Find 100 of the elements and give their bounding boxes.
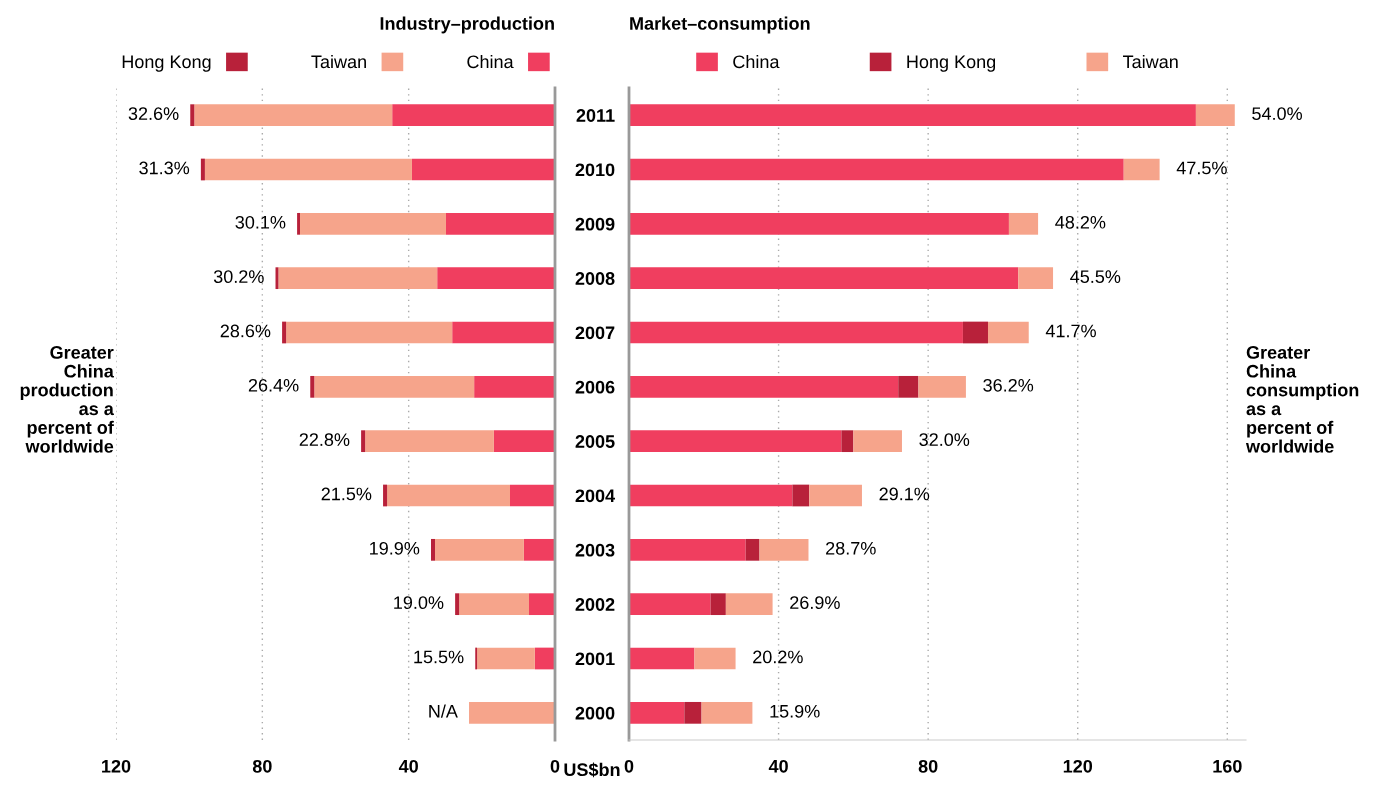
y-tick-label: 2009 [575,217,615,231]
y-tick-label: 2000 [575,706,615,720]
bar [383,484,388,507]
bar [841,430,854,453]
x-tick-label: 0 [624,759,634,773]
legend-label: Hong Kong [907,55,996,72]
bar [853,430,902,453]
bar [469,701,555,724]
text: 19.0% [394,596,444,610]
bar [1008,212,1039,235]
bar [710,593,726,616]
bar [629,267,1019,290]
series-label: China [733,54,780,69]
text: 32.6% [128,107,179,121]
bar [629,158,1124,181]
bar [534,647,555,670]
bar [392,104,555,127]
bar [629,430,842,453]
bar [430,538,436,561]
bar [282,321,287,344]
x-tick-label: 40 [398,759,418,773]
bar [278,267,438,290]
bar [745,538,760,561]
text: 28.7% [826,541,876,555]
bar [523,538,555,561]
text: 22.8% [299,433,350,447]
bar [629,647,695,670]
chart-title: Market–consumption [630,16,810,34]
bar [365,430,494,453]
x-tick-label: 120 [1063,759,1093,773]
bar [445,212,555,235]
bar [1123,158,1160,181]
text: 30.1% [235,215,286,229]
text: 29.1% [879,487,930,501]
text: 36.2% [983,378,1034,392]
x-tick-label: 120 [102,759,131,773]
bar [477,647,535,670]
y-tick-label: 2002 [575,598,615,611]
y-tick-label: 2007 [575,326,615,340]
text: 20.2% [753,650,803,664]
bar [361,430,366,453]
x-tick-label: 80 [252,759,272,773]
x-axis-title: US$bn [564,762,620,778]
bar [435,538,524,561]
bar [452,321,555,344]
text: 54.0% [1252,107,1302,121]
text: 19.9% [370,541,420,555]
bar [629,321,963,344]
y-tick-label: 2006 [575,380,615,394]
chart-title: Industry–production [380,16,554,34]
text: 15.5% [414,650,464,664]
legend-label: Hong Kong [122,55,211,72]
bar [387,484,510,507]
x-tick-label: 40 [768,759,788,773]
bar [437,267,555,290]
bar [684,701,702,724]
y-tick-label: 2008 [575,272,615,285]
bar [694,647,736,670]
y-tick-label: 2005 [575,435,615,448]
bar [629,538,746,561]
text: 26.9% [790,596,840,610]
text: 26.4% [248,378,299,392]
y-tick-label: 2010 [575,163,615,177]
text: 41.7% [1045,324,1096,338]
bar [629,104,1196,127]
text: 30.2% [213,270,264,284]
bar [1195,104,1235,127]
bar [987,321,1029,344]
bar [809,484,862,507]
legend-label: Taiwan [311,54,366,69]
y-tick-label: 2011 [576,109,615,122]
bar [310,375,315,398]
bar [297,212,301,235]
text: 15.9% [770,704,820,718]
bar [1018,267,1054,290]
x-tick-label: 0 [550,759,560,773]
bar [411,158,555,181]
text: 32.0% [919,433,970,447]
bar [300,212,446,235]
bar [474,375,555,398]
bar [898,375,919,398]
bar [725,593,773,616]
annotation: Greater China consumption as a percent of worldwide [1245,346,1359,453]
legend-label: Taiwan [1123,54,1178,69]
bar [701,701,753,724]
text: 31.3% [139,161,190,175]
text: 45.5% [1070,270,1121,284]
bar [190,104,195,127]
bar [493,430,555,453]
bar [204,158,412,181]
bar [455,593,460,616]
text: 47.5% [1176,161,1227,175]
bar [629,212,1009,235]
text: N/A [429,704,458,718]
bar [918,375,966,398]
bar [529,593,555,616]
bar [459,593,530,616]
bar [759,538,809,561]
bar [314,375,475,398]
bar [792,484,810,507]
